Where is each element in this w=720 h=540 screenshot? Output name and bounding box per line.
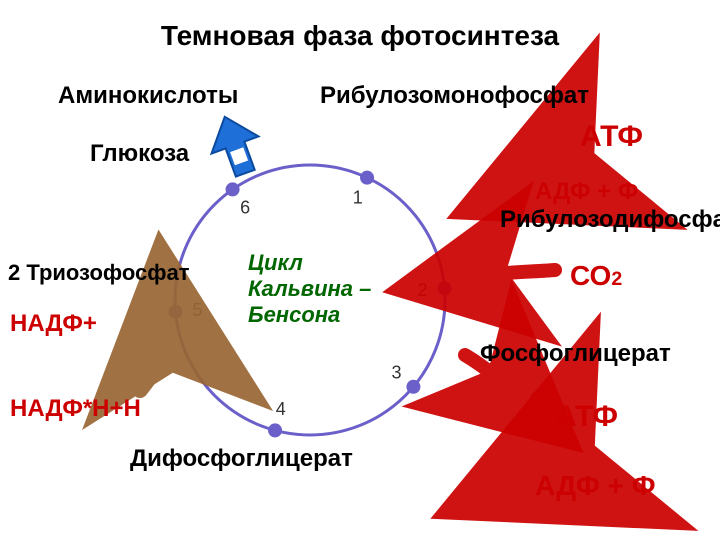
cycle-node-3 (406, 380, 420, 394)
block-arrow-a6 (201, 108, 269, 181)
label-atp2: АТФ (555, 400, 618, 434)
label-ribulodi: Рибулозодифосфат (500, 206, 720, 234)
center-label-line-1: Кальвина – (248, 276, 371, 301)
label-ribulomono: Рибулозомонофосфат (320, 82, 589, 110)
label-atp1: АТФ (580, 120, 643, 154)
label-adp1: АДФ + Ф (535, 178, 638, 206)
label-diphospho: Дифосфоглицерат (130, 445, 353, 473)
arrow-a5 (140, 325, 168, 390)
label-nadph: НАДФ*Н+Н (10, 395, 141, 423)
label-nadp: НАДФ+ (10, 310, 97, 338)
cycle-node-4 (268, 423, 282, 437)
label-amino: Аминокислоты (58, 82, 238, 110)
center-label-line-0: Цикл (248, 250, 303, 275)
cycle-node-2 (437, 281, 451, 295)
label-adp2: АДФ + Ф (535, 470, 656, 502)
label-co2: СО2 (570, 260, 622, 292)
diagram-stage: Темновая фаза фотосинтеза 123456ЦиклКаль… (0, 0, 720, 540)
cycle-node-5 (169, 305, 183, 319)
cycle-node-label-1: 1 (353, 188, 363, 208)
label-glucose: Глюкоза (90, 140, 189, 168)
label-triose: 2 Триозофосфат (8, 260, 190, 286)
cycle-node-label-4: 4 (276, 399, 286, 419)
cycle-node-6 (226, 182, 240, 196)
label-phospho: Фосфоглицерат (480, 340, 671, 368)
arrow-a2 (465, 270, 555, 278)
cycle-node-label-6: 6 (240, 197, 250, 217)
cycle-node-label-5: 5 (192, 300, 202, 320)
center-label-line-2: Бенсона (248, 302, 340, 327)
cycle-node-label-3: 3 (392, 363, 402, 383)
cycle-node-label-2: 2 (418, 280, 428, 300)
cycle-node-1 (360, 171, 374, 185)
arrow-a1 (545, 115, 578, 175)
